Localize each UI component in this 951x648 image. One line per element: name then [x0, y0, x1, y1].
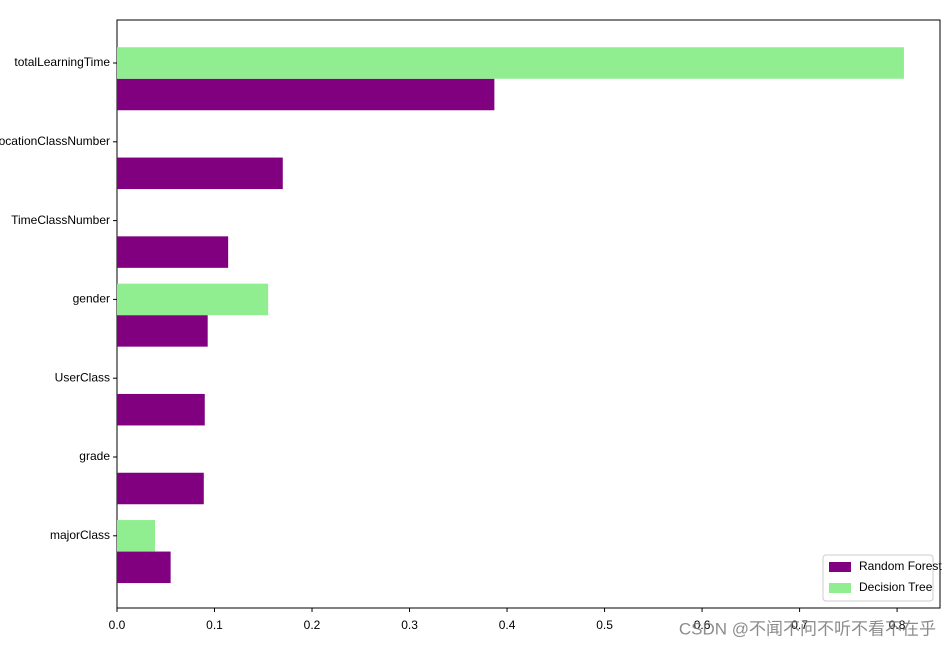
x-tick-label: 0.4 [499, 618, 516, 632]
x-tick-label: 0.2 [304, 618, 321, 632]
watermark: CSDN @不闻不问不听不看不在乎 [679, 619, 936, 638]
legend-label: Random Forest [859, 559, 942, 573]
legend-swatch [829, 562, 851, 572]
legend: Random Forest Decision Tree [822, 554, 942, 602]
x-tick-label: 0.1 [206, 618, 223, 632]
y-tick-label: TimeClassNumber [11, 213, 110, 227]
legend-label: Decision Tree [859, 580, 933, 594]
y-tick-label: grade [79, 449, 110, 463]
bar [117, 520, 156, 552]
bar [117, 157, 283, 190]
bar [117, 393, 205, 426]
y-tick-label: UserClass [55, 370, 110, 384]
x-tick-label: 0.3 [401, 618, 418, 632]
bar [117, 283, 269, 316]
x-tick-label: 0.5 [596, 618, 613, 632]
bar [117, 236, 229, 268]
y-tick-label: majorClass [50, 528, 110, 542]
bar [117, 551, 171, 584]
bar [117, 315, 208, 347]
y-tick-label: gender [73, 292, 110, 306]
bar [117, 78, 495, 111]
legend-swatch [829, 583, 851, 593]
y-tick-label: LocationClassNumber [0, 134, 110, 148]
bar [117, 472, 204, 505]
x-tick-label: 0.7 [791, 618, 808, 632]
x-tick-label: 0.6 [694, 618, 711, 632]
x-tick-label: 0.0 [109, 618, 126, 632]
y-tick-label: totalLearningTime [14, 55, 110, 69]
x-tick-label: 0.8 [889, 618, 906, 632]
bar [117, 47, 904, 79]
